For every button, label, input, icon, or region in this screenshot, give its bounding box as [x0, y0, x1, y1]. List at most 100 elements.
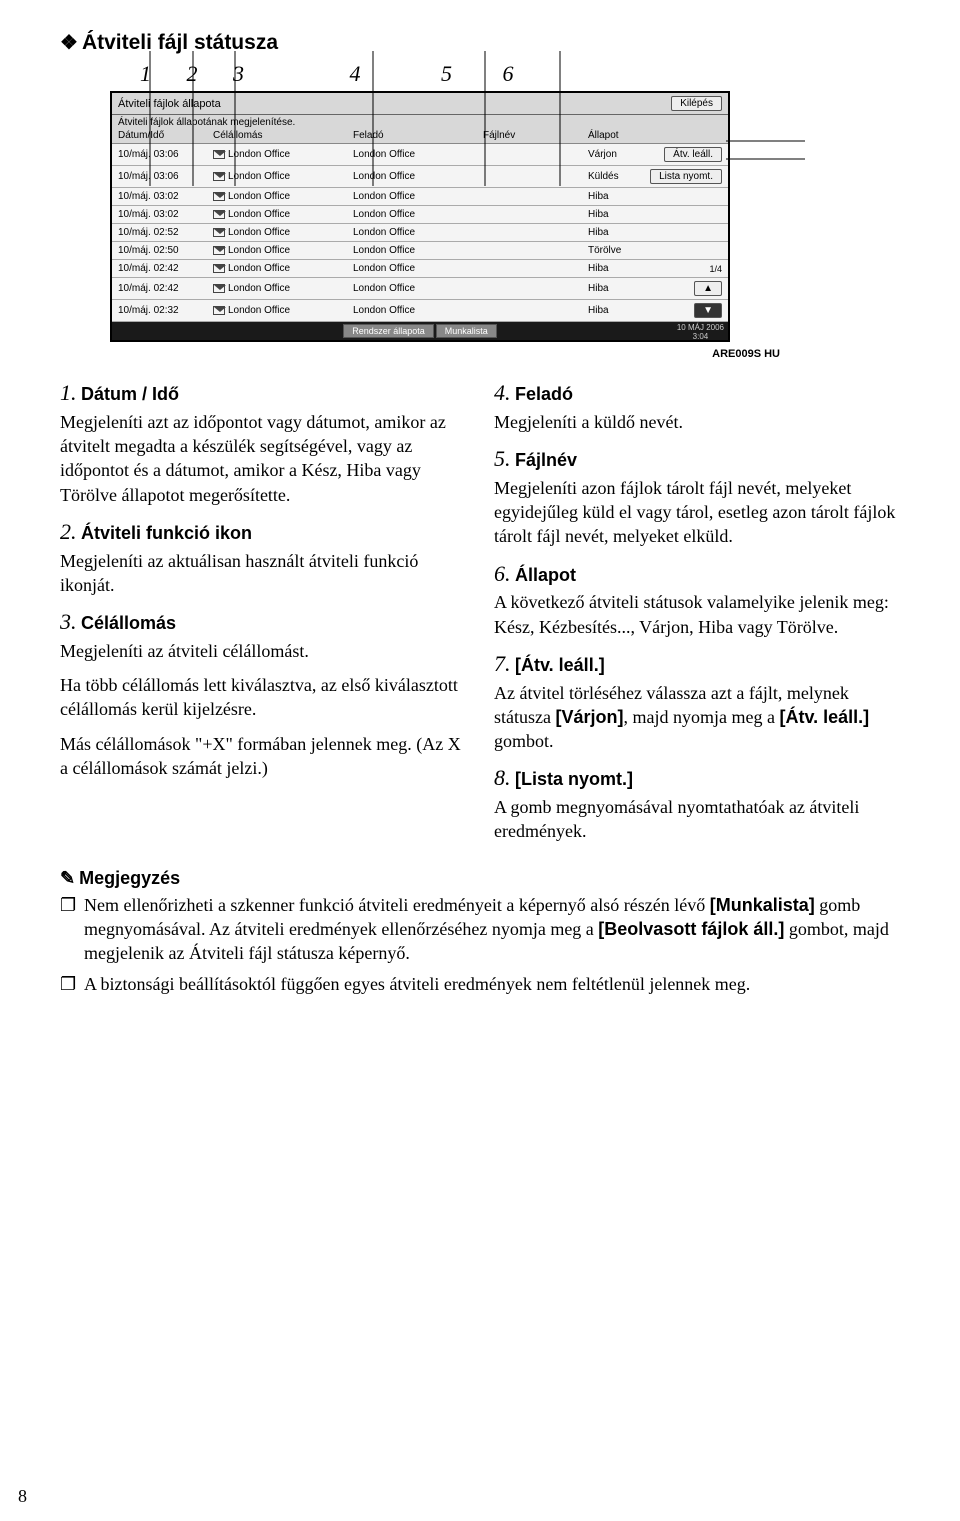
envelope-icon [213, 192, 225, 201]
description-item: 5. Fájlnév Megjeleníti azon fájlok tárolt… [494, 444, 900, 549]
col-status: Állapot [588, 130, 722, 141]
description-item: 3. Célállomás Megjeleníti az átviteli cél… [60, 607, 466, 780]
item-number: 5. [494, 446, 511, 471]
envelope-icon [213, 228, 225, 237]
cell-status: Várjon [588, 149, 648, 160]
table-row[interactable]: 10/máj. 03:06London OfficeLondon OfficeK… [112, 166, 728, 188]
table-row[interactable]: 10/máj. 03:02London OfficeLondon OfficeH… [112, 188, 728, 206]
callout-numbers-top: 1 2 3 4 5 6 [140, 61, 900, 87]
footer-clock: 3:04 [677, 332, 724, 341]
table-row[interactable]: 10/máj. 02:42London OfficeLondon OfficeH… [112, 278, 728, 300]
callout-4: 4 [350, 61, 361, 87]
cell-from: London Office [353, 263, 483, 274]
screen-footer: Rendszer állapota Munkalista 10 MÁJ 2006… [112, 322, 728, 340]
cell-dest: London Office [213, 227, 353, 238]
description-item: 4. FeladóMegjeleníti a küldő nevét. [494, 378, 900, 434]
image-id: ARE009S HU [60, 348, 780, 360]
col-date: Dátum/Idő [118, 130, 213, 141]
cell-status: Hiba [588, 227, 648, 238]
table-row[interactable]: 10/máj. 03:02London OfficeLondon OfficeH… [112, 206, 728, 224]
exit-button[interactable]: Kilépés [671, 96, 722, 111]
footer-date: 10 MÁJ 2006 [677, 323, 724, 332]
note-list: Nem ellenőrizheti a szkenner funkció átv… [60, 893, 900, 996]
item-body: Ha több célállomás lett kiválasztva, az … [60, 673, 466, 722]
item-number: 8. [494, 765, 511, 790]
description-item: 1. Dátum / IdőMegjeleníti azt az időpont… [60, 378, 466, 507]
cell-from: London Office [353, 171, 483, 182]
col-from: Feladó [353, 130, 483, 141]
description-item: 6. ÁllapotA következő átviteli státusok … [494, 559, 900, 639]
item-number: 7. [494, 651, 511, 676]
item-body: Megjeleníti az átviteli célállomást. [60, 639, 466, 663]
cell-dest: London Office [213, 305, 353, 316]
item-body: Megjeleníti azt az időpontot vagy dátumo… [60, 410, 466, 507]
cell-status: Hiba [588, 191, 648, 202]
cell-from: London Office [353, 191, 483, 202]
item-number: 1. [60, 380, 77, 405]
cell-from: London Office [353, 209, 483, 220]
page-down-button[interactable]: ▼ [694, 303, 722, 318]
cell-status: Hiba [588, 305, 648, 316]
envelope-icon [213, 264, 225, 273]
right-column: 4. FeladóMegjeleníti a küldő nevét.5. Fá… [494, 378, 900, 854]
cell-date: 10/máj. 03:02 [118, 209, 213, 220]
page-up-button[interactable]: ▲ [694, 281, 722, 296]
item-body: Megjeleníti azon fájlok tárolt fájl nevé… [494, 476, 900, 549]
status-screen: Átviteli fájlok állapota Kilépés Átvitel… [110, 91, 730, 342]
item-body: Megjeleníti a küldő nevét. [494, 410, 900, 434]
table-row[interactable]: 10/máj. 03:06London OfficeLondon OfficeV… [112, 144, 728, 166]
rows-container: 10/máj. 03:06London OfficeLondon OfficeV… [112, 144, 728, 322]
item-number: 2. [60, 519, 77, 544]
item-title: Feladó [515, 384, 573, 404]
footer-joblist-button[interactable]: Munkalista [436, 324, 497, 338]
cell-status: Hiba [588, 263, 648, 274]
item-number: 3. [60, 609, 77, 634]
screen-title: Átviteli fájlok állapota [118, 98, 221, 110]
item-title: Célállomás [81, 613, 176, 633]
cell-from: London Office [353, 245, 483, 256]
footer-time: 10 MÁJ 2006 3:04 [677, 323, 724, 341]
cell-date: 10/máj. 02:42 [118, 283, 213, 294]
screen-header: Átviteli fájlok állapota Kilépés [112, 93, 728, 115]
envelope-icon [213, 172, 225, 181]
pencil-icon: ✎ [60, 868, 75, 888]
left-column: 1. Dátum / IdőMegjeleníti azt az időpont… [60, 378, 466, 854]
envelope-icon [213, 210, 225, 219]
description-item: 7. [Átv. leáll.]Az átvitel törléséhez vá… [494, 649, 900, 754]
cell-date: 10/máj. 02:32 [118, 305, 213, 316]
footer-sysstatus-button[interactable]: Rendszer állapota [343, 324, 434, 338]
callout-5: 5 [441, 61, 452, 87]
print-list-button[interactable]: Lista nyomt. [650, 169, 722, 184]
page-number: 8 [18, 1486, 27, 1507]
table-row[interactable]: 10/máj. 02:50London OfficeLondon OfficeT… [112, 242, 728, 260]
col-file: Fájlnév [483, 130, 588, 141]
diamond-icon: ❖ [60, 32, 78, 54]
cell-dest: London Office [213, 209, 353, 220]
cell-dest: London Office [213, 245, 353, 256]
note-heading: ✎Megjegyzés [60, 868, 900, 889]
callout-6: 6 [503, 61, 514, 87]
cell-dest: London Office [213, 191, 353, 202]
item-title: Átviteli funkció ikon [81, 523, 252, 543]
cell-date: 10/máj. 02:50 [118, 245, 213, 256]
table-row[interactable]: 10/máj. 02:42London OfficeLondon OfficeH… [112, 260, 728, 278]
item-title: [Lista nyomt.] [515, 769, 633, 789]
section-title: ❖Átviteli fájl státusza [60, 30, 900, 55]
item-body: Az átvitel törléséhez válassza azt a fáj… [494, 681, 900, 754]
table-row[interactable]: 10/máj. 02:32London OfficeLondon OfficeH… [112, 300, 728, 322]
cell-date: 10/máj. 03:06 [118, 171, 213, 182]
note-item: Nem ellenőrizheti a szkenner funkció átv… [60, 893, 900, 966]
description-item: 8. [Lista nyomt.]A gomb megnyomásával ny… [494, 763, 900, 843]
envelope-icon [213, 150, 225, 159]
item-body: Más célállomások "+X" formában jelennek … [60, 732, 466, 781]
cell-status: Küldés [588, 171, 648, 182]
table-row[interactable]: 10/máj. 02:52London OfficeLondon OfficeH… [112, 224, 728, 242]
col-dest: Célállomás [213, 130, 353, 141]
cell-from: London Office [353, 227, 483, 238]
note-title: Megjegyzés [79, 868, 180, 888]
cancel-transfer-button[interactable]: Átv. leáll. [664, 147, 722, 162]
cell-dest: London Office [213, 171, 353, 182]
cell-from: London Office [353, 283, 483, 294]
item-title: Fájlnév [515, 450, 577, 470]
cell-dest: London Office [213, 263, 353, 274]
